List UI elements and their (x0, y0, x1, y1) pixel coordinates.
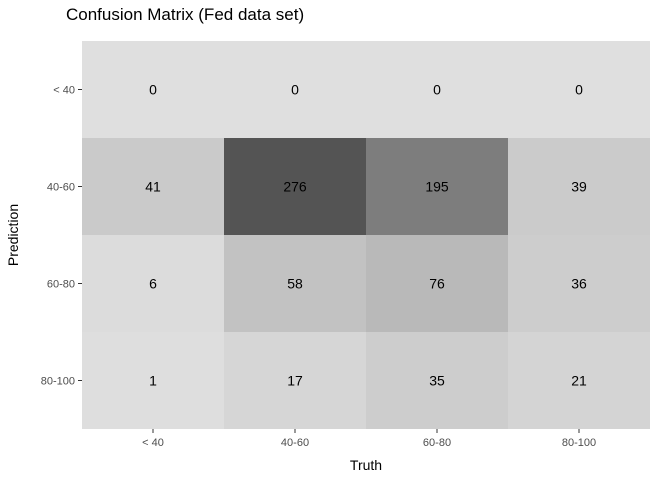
x-tick-label: < 40 (142, 437, 164, 449)
heatmap-cell (508, 235, 650, 332)
chart-title: Confusion Matrix (Fed data set) (66, 5, 305, 24)
heatmap-cell (82, 138, 224, 235)
heatmap-cell (82, 332, 224, 429)
y-axis-title: Prediction (5, 204, 21, 266)
x-tick-label: 80-100 (562, 437, 596, 449)
heatmap-cell (82, 235, 224, 332)
cell-value-label: 41 (145, 179, 161, 195)
x-tick-label: 40-60 (281, 437, 309, 449)
cell-value-label: 6 (149, 276, 157, 292)
heatmap-cell (508, 332, 650, 429)
cell-value-label: 21 (571, 373, 587, 389)
cell-value-label: 195 (425, 179, 449, 195)
y-tick-label: < 40 (53, 85, 75, 97)
cell-value-label: 1 (149, 373, 157, 389)
heatmap-cell (224, 235, 366, 332)
cell-value-label: 0 (433, 82, 441, 98)
cell-value-label: 39 (571, 179, 587, 195)
cell-value-label: 276 (283, 179, 307, 195)
cell-value-label: 58 (287, 276, 303, 292)
cell-value-label: 0 (575, 82, 583, 98)
heatmap-cell (224, 138, 366, 235)
heatmap-cell (366, 332, 508, 429)
heatmap-cell (224, 41, 366, 138)
x-axis: < 40 40-60 60-80 80-100 (142, 429, 596, 449)
cell-value-label: 36 (571, 276, 587, 292)
y-tick-label: 80-100 (41, 376, 75, 388)
heatmap-cell (82, 41, 224, 138)
heatmap-cell (508, 138, 650, 235)
heatmap-cell (224, 332, 366, 429)
cell-value-label: 35 (429, 373, 445, 389)
heatmap-cells (82, 41, 650, 429)
heatmap-cell (366, 41, 508, 138)
y-tick-label: 40-60 (47, 182, 75, 194)
heatmap-cell (366, 235, 508, 332)
cell-value-label: 17 (287, 373, 303, 389)
y-tick-label: 60-80 (47, 279, 75, 291)
y-axis: < 40 40-60 60-80 80-100 (41, 85, 82, 388)
x-tick-label: 60-80 (423, 437, 451, 449)
cell-value-labels: 0 0 0 0 41 276 195 39 6 58 76 36 1 17 35 21 (145, 82, 587, 389)
cell-value-label: 76 (429, 276, 445, 292)
x-axis-title: Truth (350, 457, 382, 473)
heatmap-cell (508, 41, 650, 138)
cell-value-label: 0 (149, 82, 157, 98)
cell-value-label: 0 (291, 82, 299, 98)
heatmap-cell (366, 138, 508, 235)
